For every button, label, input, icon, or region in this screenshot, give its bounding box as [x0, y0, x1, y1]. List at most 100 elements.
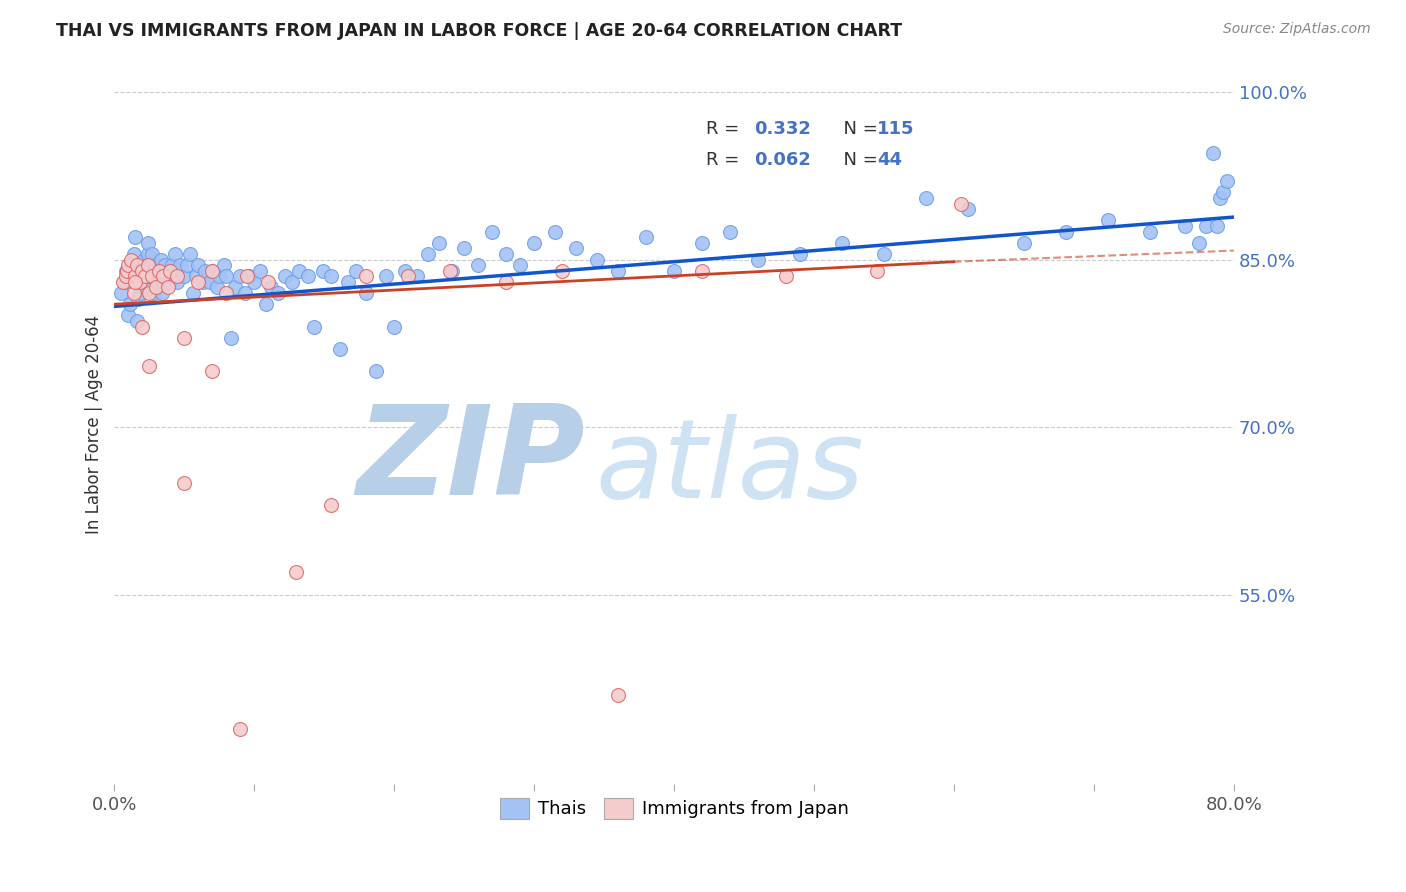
Point [224, 280, 246, 294]
Point [866, 263, 889, 277]
Point [131, 319, 153, 334]
Point [142, 285, 165, 300]
Point [288, 263, 311, 277]
Point [134, 269, 156, 284]
Point [124, 275, 146, 289]
Point [1209, 191, 1232, 205]
Point [260, 280, 283, 294]
Point [121, 258, 143, 272]
Point [495, 275, 517, 289]
Point [636, 230, 658, 244]
Point [146, 275, 169, 289]
Point [337, 275, 360, 289]
Point [198, 275, 221, 289]
Point [128, 285, 150, 300]
Point [544, 225, 567, 239]
Point [949, 196, 972, 211]
Point [405, 269, 427, 284]
Point [775, 269, 797, 284]
Point [1174, 219, 1197, 233]
Point [145, 258, 167, 272]
Point [194, 263, 217, 277]
Point [115, 263, 138, 277]
Point [124, 269, 146, 284]
Point [254, 297, 277, 311]
Point [114, 269, 136, 284]
Point [143, 269, 166, 284]
Point [312, 263, 335, 277]
Point [135, 263, 157, 277]
Point [257, 275, 280, 289]
Point [187, 258, 209, 272]
Point [1202, 146, 1225, 161]
Point [1097, 213, 1119, 227]
Point [111, 275, 134, 289]
Point [416, 247, 439, 261]
Point [166, 269, 188, 284]
Point [690, 263, 713, 277]
Point [152, 269, 174, 284]
Point [243, 275, 266, 289]
Point [138, 285, 160, 300]
Y-axis label: In Labor Force | Age 20-64: In Labor Force | Age 20-64 [86, 315, 103, 533]
Point [565, 241, 588, 255]
Point [831, 235, 853, 250]
Point [201, 263, 224, 277]
Point [145, 280, 167, 294]
Text: Source: ZipAtlas.com: Source: ZipAtlas.com [1223, 22, 1371, 37]
Point [138, 269, 160, 284]
Point [127, 292, 149, 306]
Point [120, 252, 142, 267]
Point [187, 275, 209, 289]
Point [356, 269, 378, 284]
Point [125, 258, 148, 272]
Point [205, 280, 228, 294]
Point [509, 258, 531, 272]
Point [297, 269, 319, 284]
Text: 44: 44 [877, 151, 903, 169]
Point [396, 269, 419, 284]
Point [138, 359, 160, 373]
Point [440, 263, 463, 277]
Point [149, 252, 172, 267]
Point [215, 285, 238, 300]
Point [134, 280, 156, 294]
Point [321, 269, 343, 284]
Point [201, 263, 224, 277]
Point [120, 269, 142, 284]
Point [112, 275, 135, 289]
Point [169, 258, 191, 272]
Point [439, 263, 461, 277]
Point [136, 235, 159, 250]
Point [152, 275, 174, 289]
Point [156, 280, 179, 294]
Point [467, 258, 489, 272]
Point [304, 319, 326, 334]
Point [607, 263, 630, 277]
Point [453, 241, 475, 255]
Point [150, 285, 173, 300]
Point [208, 269, 231, 284]
Point [1216, 174, 1239, 188]
Point [356, 285, 378, 300]
Point [166, 275, 188, 289]
Point [160, 258, 183, 272]
Point [118, 297, 141, 311]
Point [219, 331, 242, 345]
Point [394, 263, 416, 277]
Point [718, 225, 741, 239]
Point [321, 498, 343, 512]
Point [233, 285, 256, 300]
Point [1012, 235, 1035, 250]
Point [114, 263, 136, 277]
Point [495, 247, 517, 261]
Text: N =: N = [832, 120, 884, 138]
Point [212, 258, 235, 272]
Point [163, 247, 186, 261]
Point [1195, 219, 1218, 233]
Point [281, 275, 304, 289]
Point [128, 275, 150, 289]
Point [124, 230, 146, 244]
Point [173, 475, 195, 490]
Point [285, 566, 308, 580]
